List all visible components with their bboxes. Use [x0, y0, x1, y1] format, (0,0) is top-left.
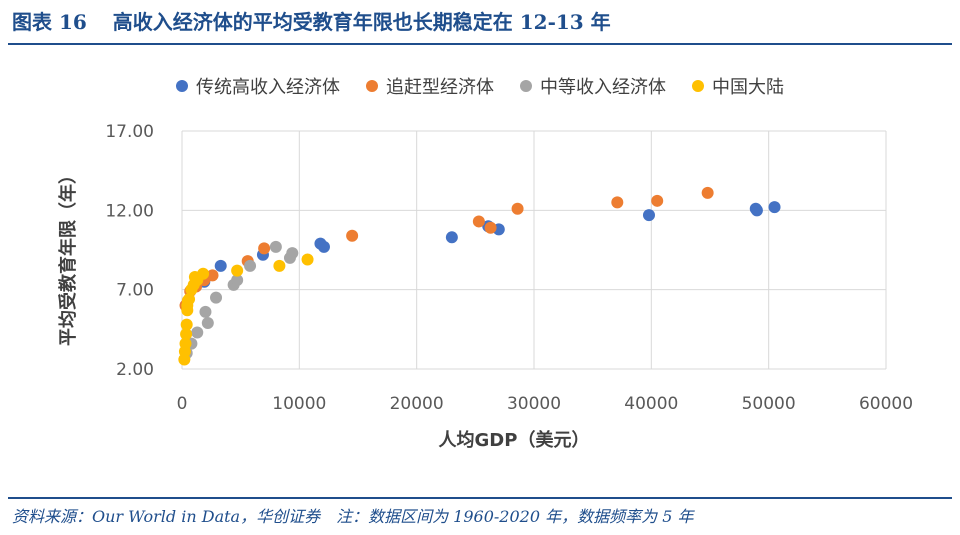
legend: 传统高收入经济体 追赶型经济体 中等收入经济体 中国大陆: [176, 77, 784, 98]
scatter-point: [445, 231, 458, 244]
legend-label: 中等收入经济体: [540, 77, 666, 98]
scatter-point: [258, 242, 271, 255]
legend-label: 追赶型经济体: [386, 77, 494, 98]
scatter-point: [611, 196, 624, 209]
y-axis-title: 平均受教育年限（年）: [57, 166, 79, 346]
y-tick-labels: 2.00 7.00 12.00 17.00: [105, 122, 154, 380]
scatter-point: [231, 264, 244, 277]
scatter-point: [750, 204, 763, 217]
x-tick-label: 10000: [272, 394, 326, 414]
scatter-point: [191, 326, 204, 339]
scatter-point: [651, 194, 664, 207]
scatter-point: [183, 293, 196, 306]
y-tick-label: 12.00: [105, 201, 154, 221]
legend-label: 中国大陆: [712, 77, 784, 98]
scatter-point: [210, 291, 223, 304]
scatter-point: [701, 186, 714, 199]
scatter-point: [484, 221, 497, 234]
scatter-point: [269, 240, 282, 253]
scatter-chart: 2.00 7.00 12.00 17.00 0 10000 20000 30000 40000…: [57, 77, 913, 451]
scatter-point: [286, 247, 299, 260]
source-text: 资料来源：Our World in Data，华创证券: [12, 507, 321, 526]
legend-marker: [692, 80, 704, 92]
scatter-point: [180, 318, 193, 331]
legend-label: 传统高收入经济体: [196, 77, 340, 98]
x-tick-label: 40000: [624, 394, 678, 414]
legend-marker: [176, 80, 188, 92]
x-axis-title: 人均GDP（美元）: [439, 429, 590, 451]
figure-label: 图表 16: [12, 10, 87, 34]
scatter-point: [317, 240, 330, 253]
scatter-point: [273, 259, 286, 272]
legend-marker: [520, 80, 532, 92]
x-tick-label: 0: [177, 394, 188, 414]
top-rule: [8, 43, 952, 45]
source-note: 资料来源：Our World in Data，华创证券 注：数据区间为 1960-…: [12, 503, 693, 527]
bottom-rule: [8, 497, 952, 499]
scatter-point: [472, 215, 485, 228]
scatter-point: [197, 267, 210, 280]
x-tick-labels: 0 10000 20000 30000 40000 50000 60000: [177, 394, 913, 414]
figure-title: 图表 16 高收入经济体的平均受教育年限也长期稳定在 12-13 年: [12, 6, 611, 35]
data-points: [178, 186, 781, 366]
scatter-point: [199, 305, 212, 318]
scatter-point: [301, 253, 314, 266]
grid-lines: [181, 130, 887, 370]
legend-marker: [366, 80, 378, 92]
x-tick-label: 30000: [507, 394, 561, 414]
scatter-point: [179, 337, 192, 350]
note-text: 注：数据区间为 1960-2020 年，数据频率为 5 年: [336, 507, 694, 526]
scatter-point: [346, 229, 359, 242]
y-tick-label: 2.00: [116, 360, 154, 380]
x-tick-label: 50000: [742, 394, 796, 414]
y-tick-label: 7.00: [116, 281, 154, 301]
scatter-point: [201, 316, 214, 329]
scatter-point: [511, 202, 524, 215]
scatter-point: [180, 328, 193, 341]
x-tick-label: 60000: [859, 394, 913, 414]
x-tick-label: 20000: [390, 394, 444, 414]
scatter-point: [231, 274, 244, 287]
scatter-point: [768, 201, 781, 214]
scatter-point: [214, 259, 227, 272]
y-tick-label: 17.00: [105, 122, 154, 142]
scatter-point: [206, 269, 219, 282]
figure-title-text: 高收入经济体的平均受教育年限也长期稳定在 12-13 年: [112, 10, 611, 34]
scatter-point: [244, 259, 257, 272]
scatter-point: [642, 209, 655, 222]
